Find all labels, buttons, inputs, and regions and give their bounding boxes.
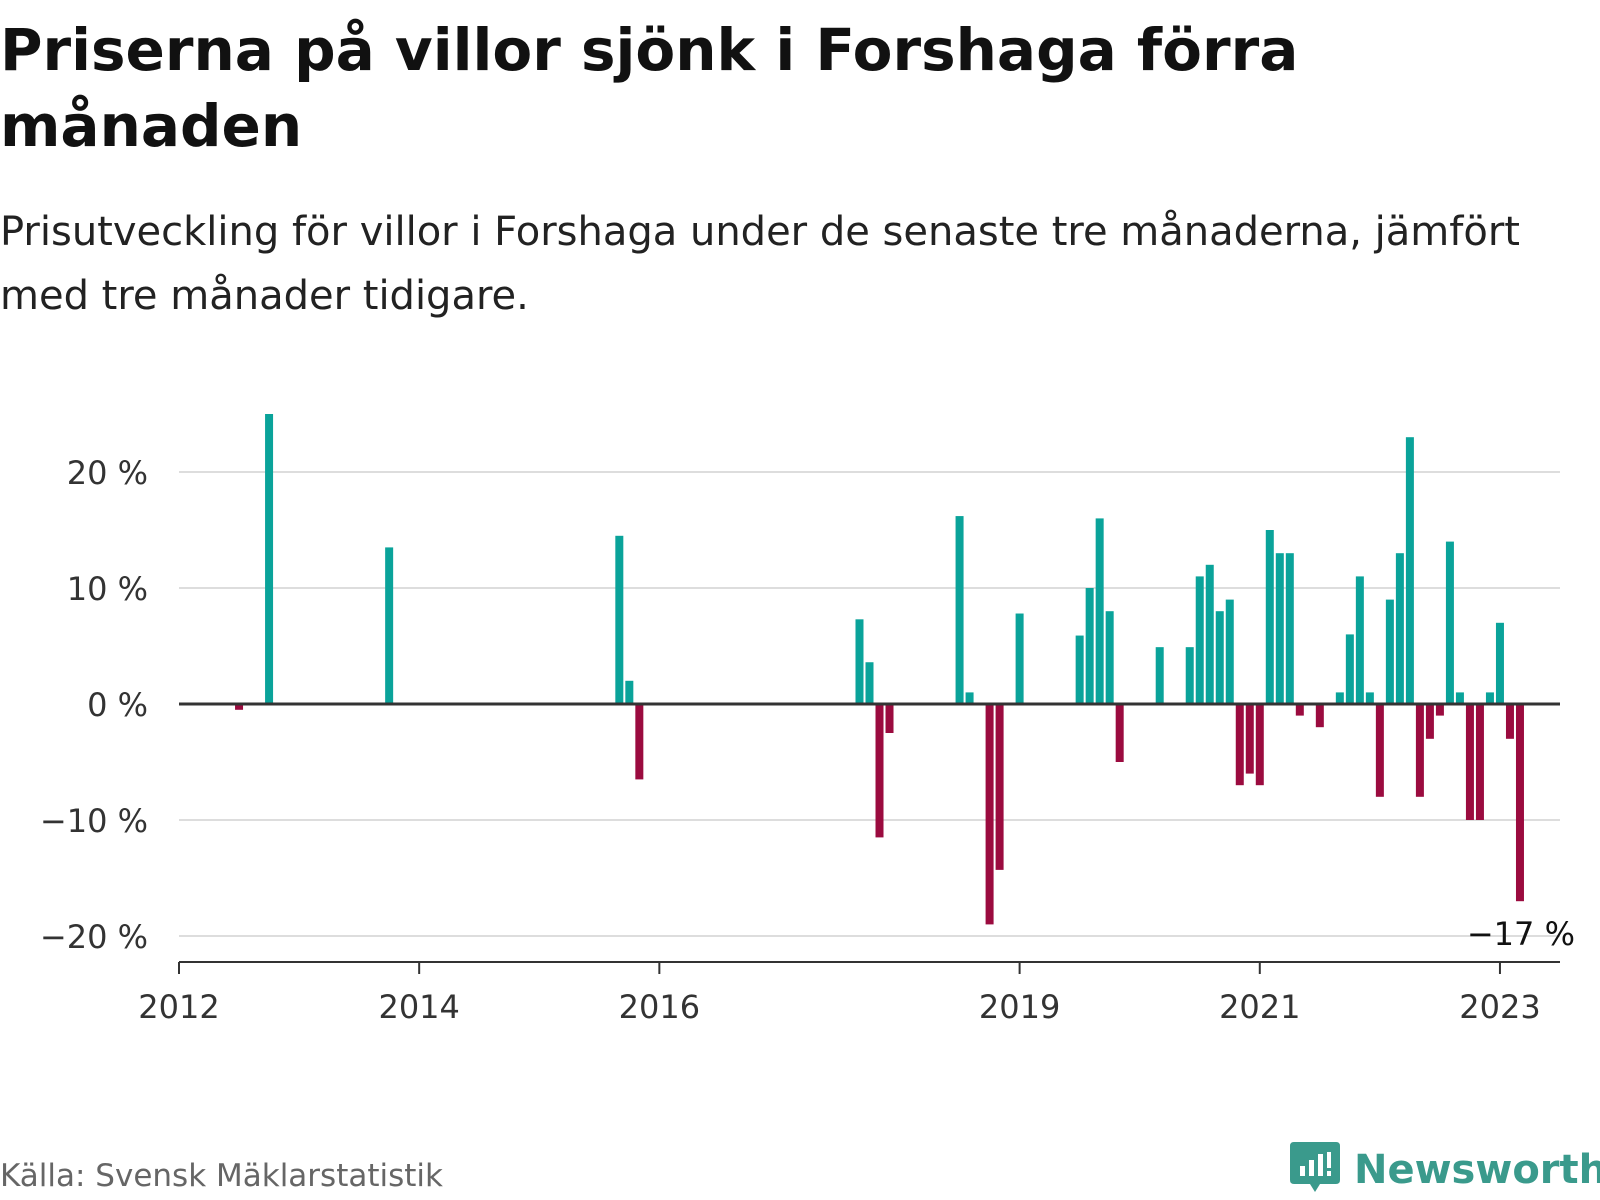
bar — [1225, 599, 1234, 704]
bar — [1445, 541, 1454, 704]
x-axis-tick-labels: 2012 2014 2016 2019 2021 2023 — [138, 988, 1540, 1026]
bar — [1435, 704, 1444, 716]
bar — [1385, 599, 1394, 704]
bar — [1265, 530, 1274, 704]
bar — [1415, 704, 1424, 797]
bar — [385, 547, 394, 704]
bar — [1505, 704, 1514, 739]
bar — [1345, 634, 1354, 704]
x-tick-label: 2014 — [378, 988, 459, 1026]
bar — [1515, 704, 1524, 902]
x-tick-label: 2016 — [619, 988, 700, 1026]
bar — [1075, 635, 1084, 704]
bar — [1185, 647, 1194, 704]
y-tick-label: −20 % — [40, 918, 148, 956]
bar — [635, 704, 644, 780]
x-tick-label: 2012 — [138, 988, 219, 1026]
annotations: −17 % — [1467, 915, 1575, 953]
bar — [1195, 576, 1204, 704]
bar — [1495, 622, 1504, 704]
bar — [1375, 704, 1384, 797]
chart-title: Priserna på villor sjönk i Forshaga förr… — [0, 16, 1299, 160]
bar — [1315, 704, 1324, 728]
bar — [1215, 611, 1224, 704]
bar-chart: −20 %−10 %0 %10 %20 % 2012 2014 2016 2019 20… — [40, 414, 1575, 1026]
bar — [235, 704, 244, 710]
bar — [965, 692, 974, 704]
bar — [855, 619, 864, 704]
bar — [1105, 611, 1114, 704]
bar — [1255, 704, 1264, 786]
chart-subtitle: Prisutveckling för villor i Forshaga und… — [0, 209, 1520, 319]
y-tick-label: −10 % — [40, 802, 148, 840]
bar — [1275, 553, 1284, 704]
bar — [995, 704, 1004, 870]
bar — [865, 662, 874, 704]
source-note: Källa: Svensk Mäklarstatistik — [0, 1158, 443, 1194]
bar — [1405, 437, 1414, 704]
bar — [955, 516, 964, 704]
bar — [625, 680, 634, 704]
brand-logo[interactable]: Newsworthy — [1290, 1140, 1600, 1200]
bar — [885, 704, 894, 733]
bar — [265, 414, 274, 704]
bar — [1425, 704, 1434, 739]
bar — [1335, 692, 1344, 704]
bar — [615, 535, 624, 704]
brand-name: Newsworthy — [1354, 1147, 1600, 1193]
bar — [1095, 518, 1104, 704]
x-tick-label: 2023 — [1459, 988, 1540, 1026]
newsworthy-logo-icon — [1290, 1142, 1340, 1192]
bars — [235, 414, 1524, 925]
bar — [1115, 704, 1124, 762]
bar — [1015, 613, 1024, 704]
bar — [1205, 564, 1214, 704]
annotation-label: −17 % — [1467, 915, 1575, 953]
bar — [1235, 704, 1244, 786]
bar — [1355, 576, 1364, 704]
bar — [1295, 704, 1304, 716]
bar — [1455, 692, 1464, 704]
bar — [1395, 553, 1404, 704]
bar — [1475, 704, 1484, 820]
x-tick-label: 2019 — [979, 988, 1060, 1026]
y-tick-label: 0 % — [87, 686, 148, 724]
bar — [1285, 553, 1294, 704]
bar — [1465, 704, 1474, 820]
y-tick-label: 20 % — [67, 454, 148, 492]
gridlines — [179, 471, 1560, 937]
bar — [985, 704, 994, 925]
bar — [1245, 704, 1254, 774]
y-tick-label: 10 % — [67, 570, 148, 608]
bar — [1085, 588, 1094, 704]
bar — [1365, 692, 1374, 704]
bar — [1155, 647, 1164, 704]
bar — [875, 704, 884, 838]
bar — [1485, 692, 1494, 704]
y-axis-tick-labels: −20 % −10 % 0 % 10 % 20 % — [40, 454, 148, 956]
x-tick-label: 2021 — [1219, 988, 1300, 1026]
axes — [178, 702, 1560, 974]
